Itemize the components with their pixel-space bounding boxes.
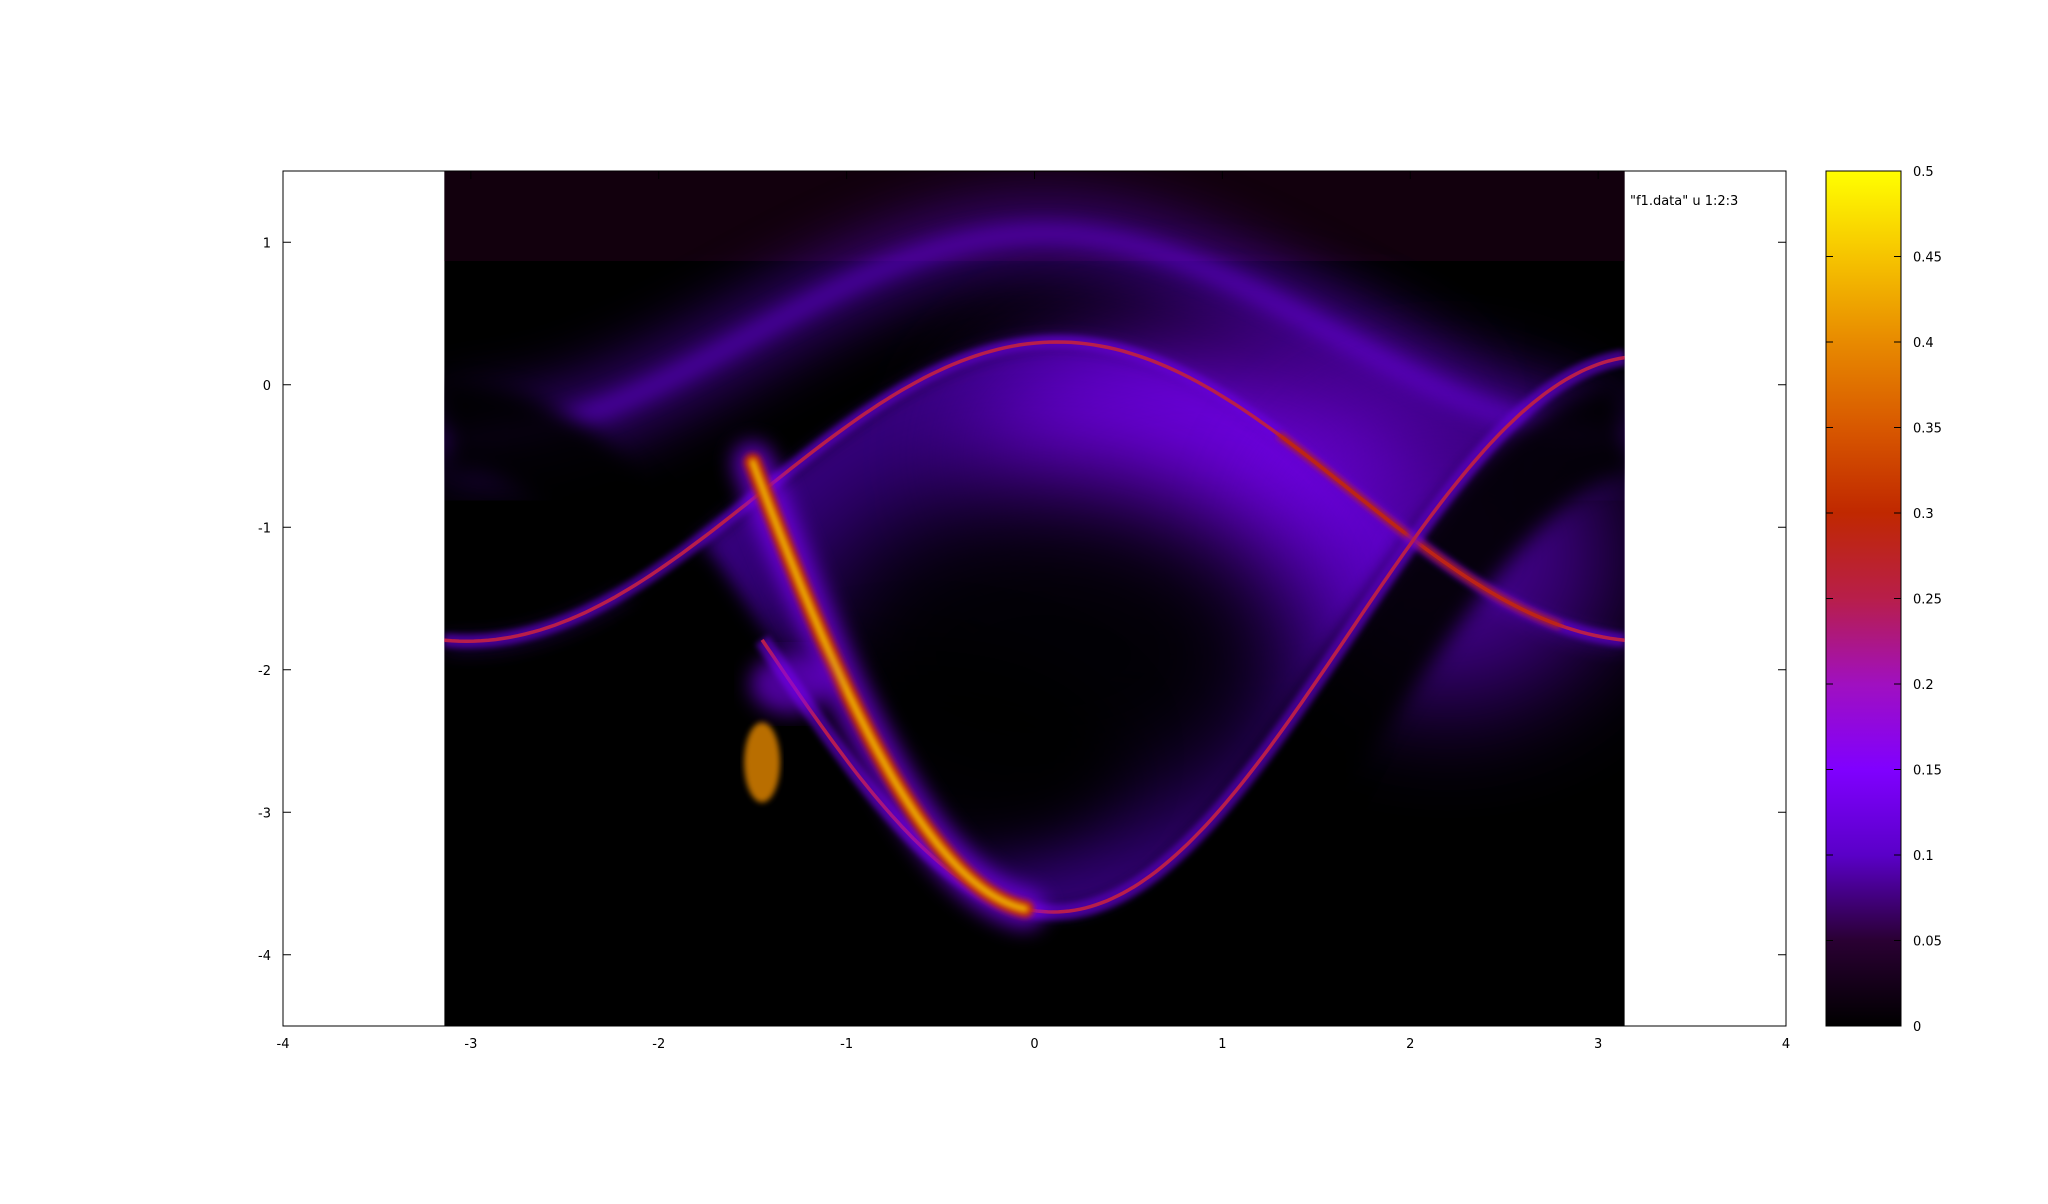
- colorbar-tick-label: 0.25: [1913, 593, 1942, 608]
- colorbar-tick-label: 0.3: [1913, 507, 1934, 522]
- hook-tip: [744, 722, 781, 803]
- y-tick-label: -3: [258, 806, 271, 821]
- x-tick-label: -1: [840, 1037, 853, 1052]
- hook-core: [749, 458, 1029, 913]
- x-tick-label: -2: [652, 1037, 665, 1052]
- colorbar-gradient: [1826, 171, 1901, 1026]
- colorbar-tick-label: 0.2: [1913, 678, 1934, 693]
- colorbar-tick-label: 0.05: [1913, 935, 1942, 950]
- y-tick-label: -1: [258, 521, 271, 536]
- x-tick-label: -3: [464, 1037, 477, 1052]
- x-tick-label: 0: [1030, 1037, 1038, 1052]
- y-tick-label: 0: [263, 379, 271, 394]
- colorbar-tick-label: 0.4: [1913, 336, 1934, 351]
- lower-shadow: [444, 382, 1625, 1026]
- colorbar: 0 0.05 0.1 0.15 0.2 0.25 0.3 0.35 0.4 0.45 0.5: [1825, 165, 1942, 1035]
- heatmap-clip-group: [444, 171, 1625, 1026]
- colorbar-tick-label: 0.1: [1913, 849, 1934, 864]
- legend-label: "f1.data" u 1:2:3: [1630, 194, 1738, 209]
- x-tick-label: 4: [1782, 1037, 1790, 1052]
- x-tick-label: -4: [277, 1037, 290, 1052]
- x-tick-label: 1: [1218, 1037, 1226, 1052]
- y-tick-label: -4: [258, 949, 271, 964]
- y-tick-label: -2: [258, 664, 271, 679]
- hook-cap: [750, 654, 831, 714]
- outer-filament: [444, 224, 1625, 448]
- colorbar-tick-label: 0.35: [1913, 422, 1942, 437]
- y-tick-label: 1: [263, 236, 271, 251]
- colorbar-tick-label: 0: [1913, 1020, 1921, 1035]
- x-tick-label: 3: [1594, 1037, 1602, 1052]
- colorbar-tick-label: 0.5: [1913, 165, 1934, 180]
- heatmap-image: [444, 171, 1625, 1026]
- axes: -4 -3 -2 -1 0 1 2 3 4 1 0 -1 -2 -3 -4: [258, 171, 1790, 1052]
- x-tick-label: 2: [1406, 1037, 1414, 1052]
- colorbar-tick-label: 0.45: [1913, 251, 1942, 266]
- colorbar-tick-label: 0.15: [1913, 764, 1942, 779]
